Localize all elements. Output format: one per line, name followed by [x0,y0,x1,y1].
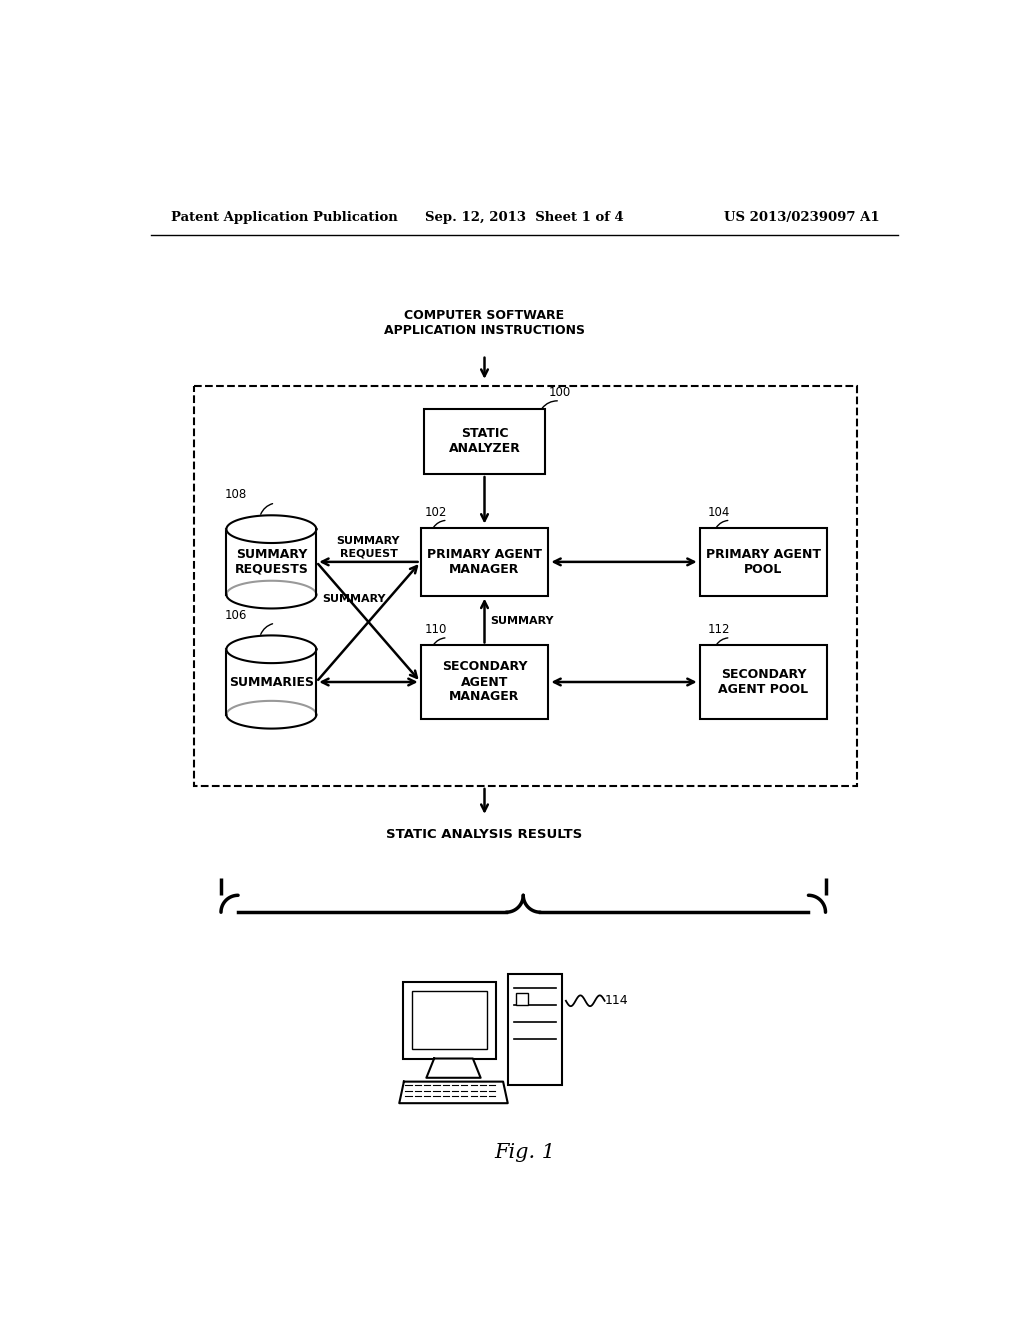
Text: SUMMARY
REQUEST: SUMMARY REQUEST [337,536,400,558]
Text: SUMMARY: SUMMARY [323,594,386,603]
Text: SUMMARIES: SUMMARIES [229,676,314,689]
Text: US 2013/0239097 A1: US 2013/0239097 A1 [724,211,880,224]
Text: 104: 104 [708,506,730,519]
Text: PRIMARY AGENT
MANAGER: PRIMARY AGENT MANAGER [427,548,542,576]
Text: Sep. 12, 2013  Sheet 1 of 4: Sep. 12, 2013 Sheet 1 of 4 [425,211,625,224]
Text: 102: 102 [424,506,446,519]
Text: 100: 100 [549,387,570,400]
Polygon shape [399,1081,508,1104]
Text: 114: 114 [604,994,629,1007]
Bar [413,991,486,1049]
Text: Fig. 1: Fig. 1 [495,1143,555,1162]
Polygon shape [226,635,316,663]
Bar [515,993,528,1006]
Text: STATIC
ANALYZER: STATIC ANALYZER [449,428,520,455]
Text: 110: 110 [424,623,446,636]
Bar [403,982,496,1059]
Bar [508,974,562,1085]
Bar [194,385,856,785]
Polygon shape [226,515,316,543]
Polygon shape [426,1059,480,1077]
Text: Patent Application Publication: Patent Application Publication [171,211,397,224]
Bar [421,645,549,718]
Text: PRIMARY AGENT
POOL: PRIMARY AGENT POOL [706,548,821,576]
Text: SECONDARY
AGENT
MANAGER: SECONDARY AGENT MANAGER [441,660,527,704]
Text: 106: 106 [225,609,247,622]
Text: 112: 112 [708,623,730,636]
Text: STATIC ANALYSIS RESULTS: STATIC ANALYSIS RESULTS [386,829,583,841]
Bar [699,645,827,718]
Bar [421,528,549,595]
Text: SUMMARY
REQUESTS: SUMMARY REQUESTS [234,548,308,576]
Bar [424,409,545,474]
Text: COMPUTER SOFTWARE
APPLICATION INSTRUCTIONS: COMPUTER SOFTWARE APPLICATION INSTRUCTIO… [384,309,585,337]
Text: SECONDARY
AGENT POOL: SECONDARY AGENT POOL [719,668,809,696]
Text: SUMMARY: SUMMARY [490,615,554,626]
Bar [699,528,827,595]
Text: 108: 108 [225,488,247,502]
